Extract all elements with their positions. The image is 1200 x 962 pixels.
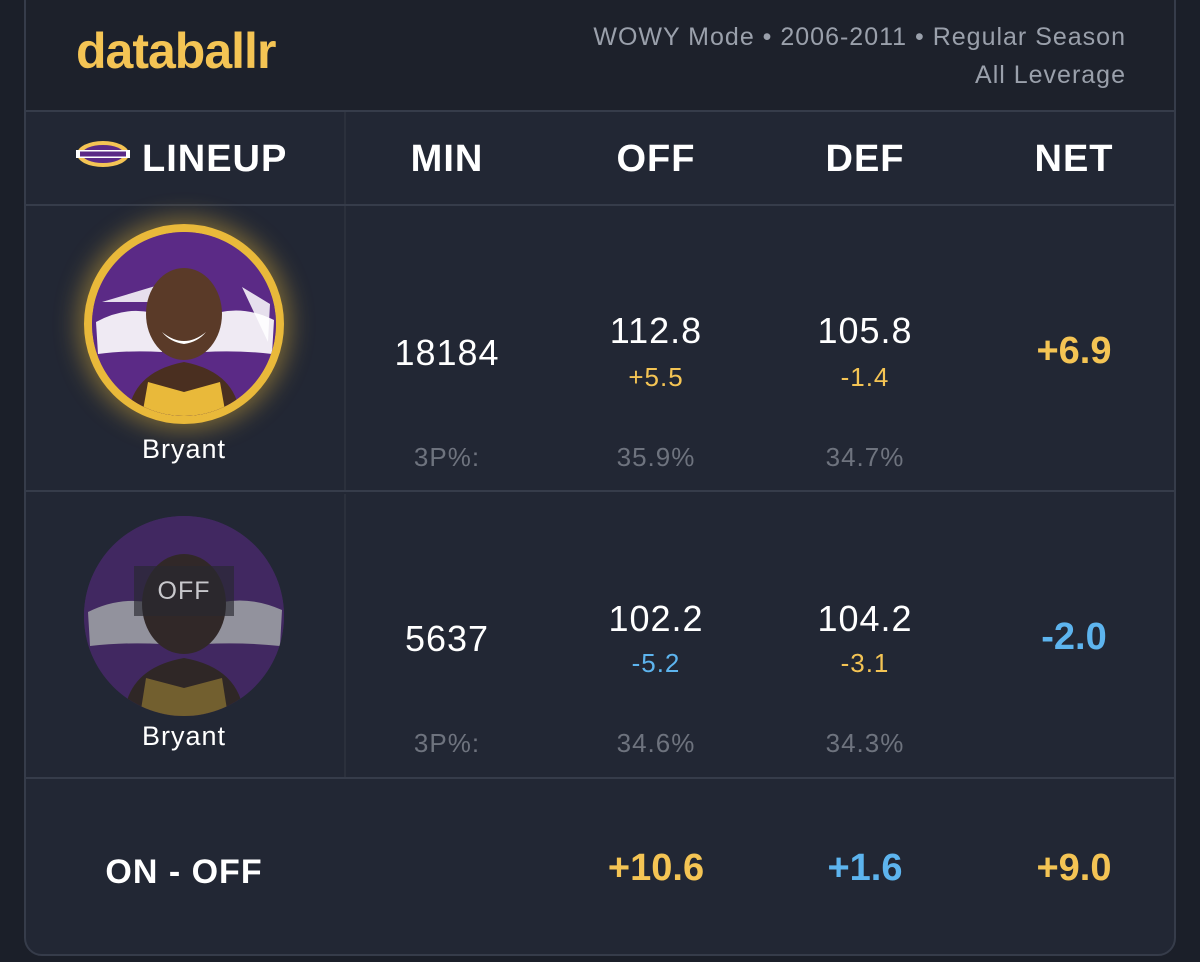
column-header-lineup-label: LINEUP	[142, 138, 288, 180]
def-rating-value: 105.8	[817, 310, 913, 351]
player-name: Bryant	[141, 434, 227, 464]
column-header-lineup[interactable]: LINEUP	[74, 138, 334, 181]
column-header-off[interactable]: OFF	[616, 138, 696, 180]
off-badge: OFF	[134, 566, 234, 616]
three-pt-label: 3P%:	[413, 442, 481, 472]
minutes-value: 18184	[394, 332, 500, 373]
column-divider	[344, 494, 346, 777]
filter-line-2: All Leverage	[975, 61, 1126, 89]
lineup-row-on[interactable]: Bryant 18184 112.8 +5.5 105.8 -1.4 +6.9 …	[26, 206, 1174, 492]
off-three-pt-value: 35.9%	[616, 442, 696, 472]
def-rating-delta: -3.1	[840, 648, 890, 678]
on-off-label: ON - OFF	[105, 853, 263, 891]
off-rating-value: 102.2	[608, 598, 704, 639]
net-rating-value: -2.0	[1041, 616, 1107, 658]
player-photo	[92, 232, 276, 416]
off-rating-value: 112.8	[609, 310, 703, 351]
lineup-row-off[interactable]: OFF Bryant 5637 102.2 -5.2 104.2 -3.1 -2…	[26, 494, 1174, 779]
off-rating-delta: +5.5	[628, 362, 684, 392]
def-three-pt-value: 34.3%	[825, 728, 905, 758]
def-rating-delta: -1.4	[840, 362, 890, 392]
def-rating-value: 104.2	[817, 598, 913, 639]
filter-line-1: WOWY Mode • 2006-2011 • Regular Season	[593, 23, 1126, 51]
def-three-pt-value: 34.7%	[825, 442, 905, 472]
player-name: Bryant	[141, 721, 227, 751]
brand-logo[interactable]: databallr	[76, 23, 276, 79]
net-rating-value: +6.9	[1036, 330, 1112, 372]
column-header-net[interactable]: NET	[1034, 138, 1114, 180]
card-header: databallr WOWY Mode • 2006-2011 • Regula…	[26, 0, 1174, 112]
column-divider	[344, 112, 346, 204]
off-three-pt-value: 34.6%	[616, 728, 696, 758]
wowy-card: databallr WOWY Mode • 2006-2011 • Regula…	[24, 0, 1176, 956]
lakers-logo-icon	[76, 141, 130, 167]
player-avatar-off[interactable]	[84, 516, 284, 716]
column-header-row: LINEUP MIN OFF DEF NET	[26, 112, 1174, 206]
column-header-min[interactable]: MIN	[410, 138, 484, 180]
player-photo	[84, 516, 284, 716]
off-diff-value: +10.6	[607, 847, 705, 889]
column-header-def[interactable]: DEF	[825, 138, 905, 180]
column-divider	[344, 206, 346, 490]
filter-summary: WOWY Mode • 2006-2011 • Regular Season A…	[593, 18, 1126, 94]
minutes-value: 5637	[404, 618, 490, 659]
player-avatar-on[interactable]	[84, 224, 284, 424]
off-rating-delta: -5.2	[631, 648, 681, 678]
net-diff-value: +9.0	[1036, 847, 1112, 889]
on-off-diff-row: ON - OFF +10.6 +1.6 +9.0	[26, 781, 1174, 954]
three-pt-label: 3P%:	[413, 728, 481, 758]
def-diff-value: +1.6	[827, 847, 903, 889]
